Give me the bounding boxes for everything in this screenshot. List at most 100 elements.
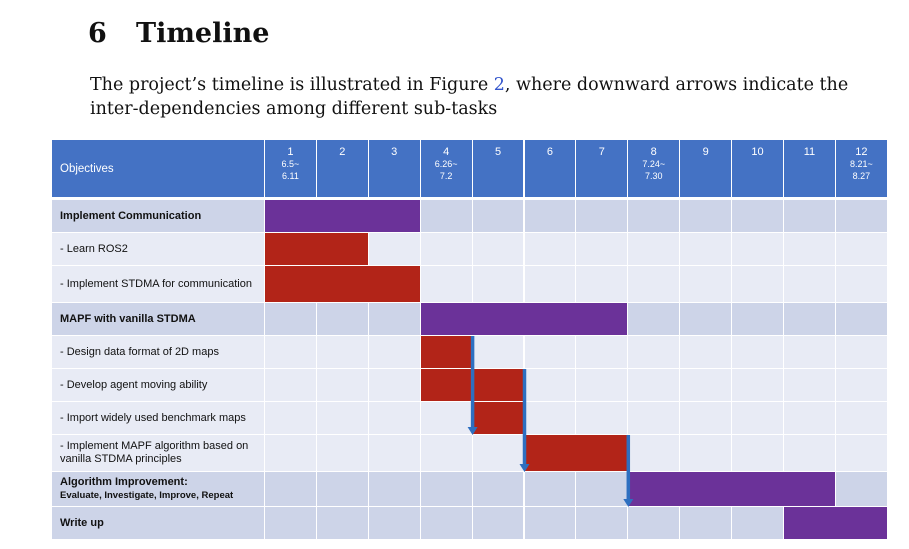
task-name: - Design data format of 2D maps bbox=[60, 345, 219, 358]
grid-cell bbox=[316, 435, 369, 472]
intro-text-after: , where downward arrows indicate the int… bbox=[90, 75, 849, 119]
grid-cell bbox=[420, 402, 473, 435]
task-bar bbox=[265, 233, 368, 265]
grid-cell bbox=[732, 336, 784, 369]
grid-cell bbox=[732, 369, 784, 402]
grid-cell bbox=[524, 336, 577, 369]
grid-cell bbox=[680, 507, 733, 540]
grid-cell bbox=[524, 472, 577, 507]
task-name: MAPF with vanilla STDMA bbox=[60, 312, 196, 325]
week-header-8: 8 7.24~ 7.30 bbox=[628, 140, 681, 198]
week-number: 10 bbox=[751, 146, 764, 158]
grid-cell bbox=[368, 303, 421, 336]
task-label: - Import widely used benchmark maps bbox=[52, 402, 265, 435]
week-number: 12 bbox=[855, 146, 868, 158]
week-header-12: 12 8.21~ 8.27 bbox=[835, 140, 888, 198]
week-number: 5 bbox=[494, 146, 502, 158]
task-name: Write up bbox=[60, 516, 104, 529]
task-name: Algorithm Improvement: bbox=[60, 476, 188, 488]
grid-cell bbox=[576, 369, 629, 402]
grid-cell bbox=[784, 435, 836, 472]
timeline-gantt-chart: Objectives 1 6.5~ 6.11 2 3 4 6.26~ 7.2 5 6 7 8 7.24~ 7… bbox=[52, 140, 888, 540]
task-name: - Implement STDMA for communication bbox=[60, 277, 252, 290]
task-name: - Develop agent moving ability bbox=[60, 378, 208, 391]
grid-cell bbox=[628, 507, 681, 540]
grid-cell bbox=[316, 472, 369, 507]
grid-cell bbox=[472, 507, 525, 540]
week-date-range: 6.5~ bbox=[281, 159, 300, 169]
grid-cell bbox=[628, 200, 681, 233]
task-label: - Design data format of 2D maps bbox=[52, 336, 265, 369]
task-bar bbox=[420, 303, 628, 335]
intro-text-before: The project’s timeline is illustrated in… bbox=[90, 75, 494, 95]
grid-cell bbox=[680, 200, 733, 233]
grid-cell bbox=[732, 303, 784, 336]
grid-cell bbox=[420, 507, 473, 540]
grid-cell bbox=[784, 303, 836, 336]
week-number: 3 bbox=[391, 146, 398, 158]
grid-cell bbox=[316, 507, 369, 540]
grid-cell bbox=[628, 266, 681, 303]
grid-cell bbox=[265, 402, 317, 435]
task-bar bbox=[524, 435, 628, 471]
grid-cell bbox=[265, 369, 317, 402]
task-name: - Implement MAPF algorithm based on vani… bbox=[60, 440, 249, 465]
grid-cell bbox=[680, 435, 733, 472]
week-number: 8 bbox=[650, 146, 657, 158]
grid-cell bbox=[316, 369, 369, 402]
grid-cell bbox=[524, 507, 577, 540]
task-bar bbox=[265, 266, 420, 302]
grid-cell bbox=[732, 507, 784, 540]
grid-cell bbox=[368, 369, 421, 402]
week-number: 9 bbox=[702, 146, 709, 158]
section-number: 6 bbox=[88, 18, 107, 49]
grid-cell bbox=[265, 303, 317, 336]
dependency-arrow bbox=[519, 369, 530, 472]
grid-cell bbox=[472, 336, 525, 369]
grid-cell bbox=[576, 200, 629, 233]
grid-cell bbox=[784, 233, 836, 266]
grid-cell bbox=[265, 472, 317, 507]
grid-cell bbox=[420, 266, 473, 303]
task-label: - Implement MAPF algorithm based on vani… bbox=[52, 435, 265, 472]
grid-cell bbox=[472, 233, 525, 266]
grid-cell bbox=[835, 472, 888, 507]
task-label: Write up bbox=[52, 507, 265, 540]
figure-reference-link[interactable]: 2 bbox=[493, 75, 505, 95]
task-bar bbox=[420, 336, 472, 368]
week-header-11: 11 bbox=[784, 140, 836, 198]
grid-cell bbox=[835, 266, 888, 303]
week-date-range: 6.26~ bbox=[434, 159, 458, 169]
grid-cell bbox=[732, 233, 784, 266]
section-heading: 6 Timeline bbox=[88, 18, 269, 49]
dependency-arrows bbox=[467, 336, 634, 507]
grid-cell bbox=[732, 200, 784, 233]
task-label: Algorithm Improvement: Evaluate, Investig… bbox=[52, 472, 265, 507]
grid-cell bbox=[576, 233, 629, 266]
grid-cell bbox=[680, 266, 733, 303]
grid-cell bbox=[524, 200, 577, 233]
grid-cell bbox=[680, 233, 733, 266]
grid-cell bbox=[368, 233, 421, 266]
week-number: 7 bbox=[598, 146, 605, 158]
week-header-3: 3 bbox=[368, 140, 421, 198]
task-label: - Develop agent moving ability bbox=[52, 369, 265, 402]
grid-cell bbox=[680, 336, 733, 369]
grid-cell bbox=[576, 266, 629, 303]
grid-cell bbox=[576, 402, 629, 435]
grid-cell bbox=[368, 472, 421, 507]
grid-cell bbox=[732, 435, 784, 472]
section-title: Timeline bbox=[136, 18, 270, 49]
task-bar bbox=[472, 402, 524, 434]
grid-cell bbox=[628, 336, 681, 369]
grid-cell bbox=[628, 369, 681, 402]
week-header-6: 6 bbox=[524, 140, 577, 198]
grid-cell bbox=[680, 402, 733, 435]
week-header-5: 5 bbox=[472, 140, 525, 198]
grid-cell bbox=[680, 369, 733, 402]
grid-cell bbox=[784, 369, 836, 402]
grid-cell bbox=[784, 200, 836, 233]
grid-cell bbox=[420, 233, 473, 266]
grid-cell bbox=[835, 233, 888, 266]
grid-cell bbox=[628, 233, 681, 266]
